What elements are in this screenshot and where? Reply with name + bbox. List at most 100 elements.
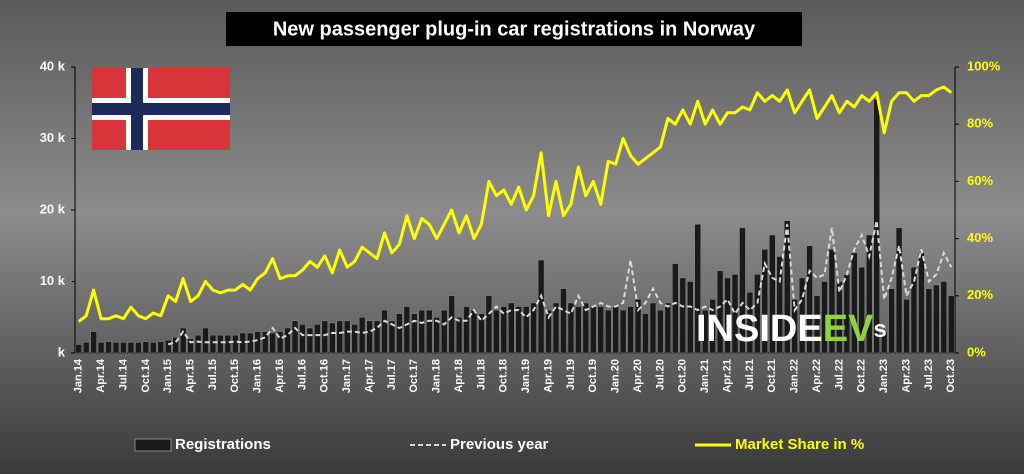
bar: [142, 341, 150, 354]
bar: [545, 309, 552, 354]
bar: [403, 306, 411, 354]
x-tick-label: Jan.23: [878, 359, 890, 393]
logo-tail: s: [873, 316, 886, 343]
bar: [813, 295, 821, 354]
y2-tick-label: 100%: [967, 58, 1001, 73]
bar: [426, 309, 433, 354]
bar: [135, 342, 142, 354]
bar: [478, 313, 485, 354]
bar: [701, 309, 709, 354]
bar: [343, 320, 351, 354]
bar: [373, 320, 381, 354]
bar: [411, 313, 418, 354]
bar: [366, 320, 373, 354]
x-tick-label: Oct.14: [140, 358, 152, 393]
bar: [933, 284, 940, 354]
x-tick-label: Jan.22: [789, 359, 801, 393]
logo-main: INSIDE: [696, 308, 823, 350]
bar: [224, 334, 232, 354]
bar: [940, 281, 948, 354]
bar: [567, 302, 575, 354]
x-tick-label: Jul.19: [565, 359, 577, 390]
x-tick-label: Jan.18: [431, 359, 443, 393]
bar: [806, 245, 813, 354]
x-tick-label: Jul.15: [207, 359, 219, 390]
bar: [202, 327, 209, 354]
bar: [888, 288, 895, 354]
x-tick-label: Jul.20: [654, 359, 666, 390]
bar: [821, 281, 828, 354]
bar: [925, 288, 933, 354]
bar: [664, 302, 672, 354]
x-tick-label: Jul.14: [117, 358, 129, 390]
bar: [351, 324, 358, 354]
bar: [836, 281, 843, 354]
y-tick-label: 30 k: [40, 130, 66, 145]
x-tick-label: Apr.16: [274, 359, 286, 393]
y2-tick-label: 60%: [967, 173, 993, 188]
y-tick-label: k: [58, 344, 66, 359]
x-tick-label: Jan.19: [520, 359, 532, 393]
bar: [164, 339, 172, 354]
bar: [582, 302, 590, 354]
bar: [217, 334, 224, 354]
bar: [500, 306, 508, 354]
x-tick-label: Apr.17: [363, 359, 375, 393]
y2-tick-label: 80%: [967, 116, 993, 131]
x-tick-label: Jul.21: [744, 359, 756, 390]
bar: [232, 334, 239, 354]
bar: [679, 277, 687, 354]
bar: [448, 295, 455, 354]
bar: [918, 252, 925, 354]
bar: [694, 224, 701, 354]
bar: [463, 306, 470, 354]
x-tick-label: Oct.21: [766, 359, 778, 393]
bar: [150, 342, 157, 354]
x-tick-label: Oct.22: [856, 359, 868, 393]
bar: [291, 320, 299, 354]
bar: [910, 266, 918, 354]
x-tick-label: Jul.22: [833, 359, 845, 390]
y2-tick-label: 20%: [967, 287, 993, 302]
bar: [254, 331, 261, 354]
x-tick-label: Jan.14: [73, 358, 85, 393]
x-tick-label: Apr.23: [900, 359, 912, 393]
bar: [560, 288, 567, 354]
bar: [522, 306, 530, 354]
x-tick-label: Apr.14: [95, 358, 107, 393]
y-tick-label: 20 k: [40, 201, 66, 216]
bar: [754, 274, 761, 354]
legend-label: Market Share in %: [735, 436, 864, 453]
bar: [769, 234, 776, 354]
bar: [724, 277, 731, 354]
bar: [299, 324, 306, 354]
bar: [552, 302, 560, 354]
bar: [657, 309, 664, 354]
title-box: [226, 12, 802, 46]
x-tick-label: Jan.17: [341, 359, 353, 393]
series-line: [167, 220, 953, 346]
x-tick-label: Oct.17: [408, 359, 420, 393]
bar: [179, 327, 187, 354]
bar: [314, 324, 321, 354]
y-tick-label: 10 k: [40, 273, 66, 288]
bar: [828, 249, 836, 354]
bar: [127, 342, 135, 354]
bar: [381, 309, 388, 354]
bar: [590, 306, 597, 354]
x-tick-label: Apr.15: [184, 359, 196, 393]
x-tick-label: Jan.20: [610, 359, 622, 393]
bar: [120, 342, 127, 354]
bar: [396, 313, 403, 354]
bar: [358, 317, 366, 354]
x-tick-label: Oct.19: [587, 359, 599, 393]
legend-label: Previous year: [450, 436, 549, 453]
bar: [172, 337, 179, 354]
bar: [687, 281, 694, 354]
x-tick-label: Oct.16: [319, 359, 331, 393]
x-tick-label: Apr.20: [632, 359, 644, 393]
bar: [493, 309, 500, 354]
bar: [619, 309, 627, 354]
bar: [209, 334, 217, 354]
